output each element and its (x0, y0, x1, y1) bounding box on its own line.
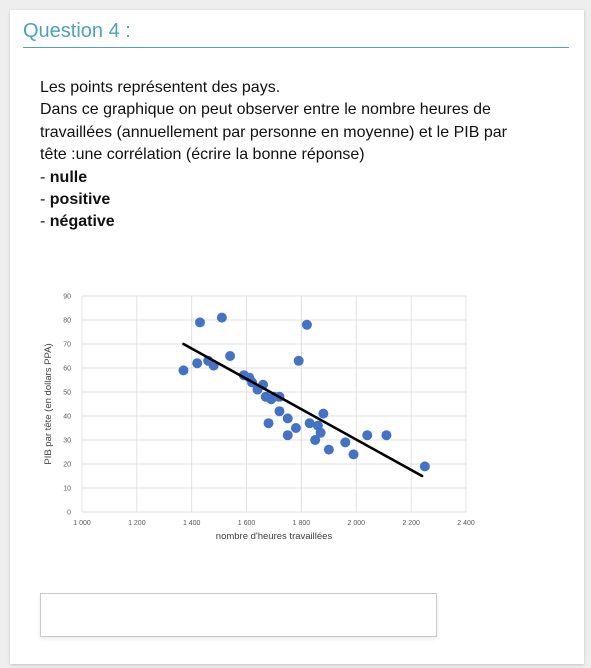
data-point (340, 437, 351, 448)
data-point (310, 435, 321, 445)
data-point (304, 418, 315, 429)
answer-input[interactable] (40, 593, 437, 637)
option-label: négative (49, 213, 115, 231)
data-point (263, 418, 274, 429)
question-line-4: tête :une corrélation (écrire la bonne r… (40, 146, 365, 164)
x-tick-label: 1 600 (238, 520, 256, 527)
y-axis-label: PIB par tête (en dollars PPA) (43, 343, 54, 464)
question-card: Question 4 : Les points représentent des… (10, 10, 584, 664)
question-line-2: Dans ce graphique on peut observer entre… (40, 101, 491, 119)
title-divider (23, 47, 569, 48)
y-tick-label: 20 (63, 462, 71, 469)
y-tick-label: 10 (63, 486, 71, 493)
y-tick-label: 80 (63, 318, 71, 325)
question-line-3: travaillées (annuellement par personne e… (40, 123, 507, 141)
data-point (315, 427, 326, 438)
x-tick-label: 2 400 (457, 520, 475, 527)
option-prefix: - (40, 213, 50, 231)
option-prefix: - (40, 191, 50, 209)
data-point (216, 312, 227, 323)
y-tick-label: 40 (63, 414, 71, 421)
data-point (225, 351, 236, 361)
y-tick-label: 60 (63, 366, 71, 373)
data-point (348, 449, 359, 460)
data-point (282, 413, 293, 424)
data-point (274, 406, 285, 417)
data-point (362, 430, 373, 441)
question-text: Les points représentent des pays. Dans c… (40, 77, 560, 234)
data-point (178, 365, 189, 376)
data-point (419, 461, 430, 472)
y-tick-label: 90 (63, 294, 71, 301)
x-tick-label: 1 200 (128, 520, 146, 527)
data-point (381, 430, 392, 441)
data-point (192, 358, 203, 369)
option-label: nulle (49, 168, 88, 186)
y-tick-label: 30 (63, 438, 71, 445)
x-tick-label: 1 400 (183, 520, 201, 527)
y-tick-label: 50 (63, 390, 71, 397)
data-point (194, 317, 205, 328)
scatter-chart: 0 10 20 30 40 50 60 70 80 90 1 000 1 200 1 400 1 600 1… (43, 294, 475, 543)
data-point (301, 319, 312, 330)
option-positive: - positive (40, 189, 560, 211)
data-point (293, 355, 304, 366)
data-point (282, 430, 293, 441)
y-tick-label: 0 (67, 510, 71, 517)
trend-line (182, 342, 424, 478)
question-title: Question 4 : (23, 20, 131, 42)
data-point (323, 444, 334, 455)
question-line-1: Les points représentent des pays. (40, 79, 281, 96)
data-point (318, 408, 329, 419)
option-label: positive (49, 191, 111, 209)
x-tick-label: 1 000 (73, 520, 91, 527)
y-tick-label: 70 (63, 342, 71, 349)
x-axis-label: nombre d'heures travaillées (216, 531, 333, 542)
option-nulle: - nulle (40, 167, 560, 189)
x-tick-label: 2 000 (348, 520, 366, 527)
x-tick-label: 2 200 (402, 520, 420, 527)
option-prefix: - (40, 168, 50, 186)
x-tick-label: 1 800 (293, 520, 311, 527)
option-negative: - négative (40, 211, 560, 233)
data-point (290, 423, 301, 433)
